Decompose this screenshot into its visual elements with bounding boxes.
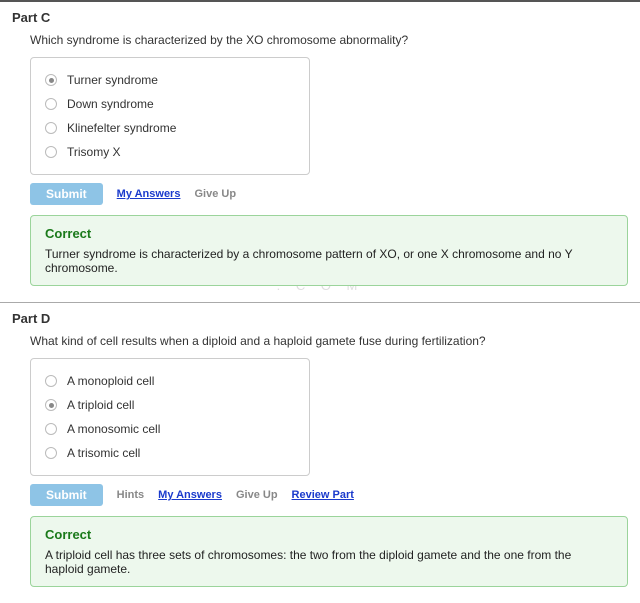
- my-answers-link[interactable]: My Answers: [158, 489, 222, 501]
- option-label: A triploid cell: [67, 398, 134, 412]
- feedback-box: Correct A triploid cell has three sets of…: [30, 516, 628, 587]
- my-answers-link[interactable]: My Answers: [117, 188, 181, 200]
- option-row[interactable]: A monosomic cell: [45, 417, 295, 441]
- radio-icon[interactable]: [45, 146, 57, 158]
- option-row[interactable]: Down syndrome: [45, 92, 295, 116]
- option-label: Trisomy X: [67, 145, 121, 159]
- option-label: Down syndrome: [67, 97, 154, 111]
- feedback-box: Correct Turner syndrome is characterized …: [30, 215, 628, 286]
- give-up-link[interactable]: Give Up: [236, 489, 278, 501]
- radio-icon[interactable]: [45, 74, 57, 86]
- action-row: Submit My Answers Give Up: [30, 183, 628, 205]
- feedback-title: Correct: [45, 527, 613, 542]
- submit-button[interactable]: Submit: [30, 183, 103, 205]
- option-row[interactable]: Trisomy X: [45, 140, 295, 164]
- options-box: Turner syndrome Down syndrome Klinefelter …: [30, 57, 310, 175]
- feedback-text: A triploid cell has three sets of chromo…: [45, 548, 613, 576]
- feedback-title: Correct: [45, 226, 613, 241]
- review-part-link[interactable]: Review Part: [292, 489, 354, 501]
- radio-icon[interactable]: [45, 447, 57, 459]
- radio-icon[interactable]: [45, 122, 57, 134]
- question-part: Part D What kind of cell results when a d…: [0, 302, 640, 603]
- option-label: Klinefelter syndrome: [67, 121, 176, 135]
- radio-icon[interactable]: [45, 399, 57, 411]
- feedback-text: Turner syndrome is characterized by a ch…: [45, 247, 613, 275]
- option-label: A trisomic cell: [67, 446, 140, 460]
- part-title: Part D: [12, 311, 628, 326]
- action-row: Submit Hints My Answers Give Up Review Part: [30, 484, 628, 506]
- submit-button[interactable]: Submit: [30, 484, 103, 506]
- question-text: What kind of cell results when a diploid…: [30, 334, 628, 348]
- question-part: Part C Which syndrome is characterized by…: [0, 0, 640, 302]
- option-row[interactable]: A triploid cell: [45, 393, 295, 417]
- give-up-link[interactable]: Give Up: [194, 188, 236, 200]
- radio-icon[interactable]: [45, 423, 57, 435]
- radio-icon[interactable]: [45, 98, 57, 110]
- option-label: A monosomic cell: [67, 422, 160, 436]
- option-row[interactable]: Turner syndrome: [45, 68, 295, 92]
- part-title: Part C: [12, 10, 628, 25]
- question-text: Which syndrome is characterized by the X…: [30, 33, 628, 47]
- option-row[interactable]: A trisomic cell: [45, 441, 295, 465]
- hints-link[interactable]: Hints: [117, 489, 145, 501]
- option-label: A monoploid cell: [67, 374, 154, 388]
- options-box: A monoploid cell A triploid cell A monosom…: [30, 358, 310, 476]
- option-label: Turner syndrome: [67, 73, 158, 87]
- option-row[interactable]: Klinefelter syndrome: [45, 116, 295, 140]
- option-row[interactable]: A monoploid cell: [45, 369, 295, 393]
- radio-icon[interactable]: [45, 375, 57, 387]
